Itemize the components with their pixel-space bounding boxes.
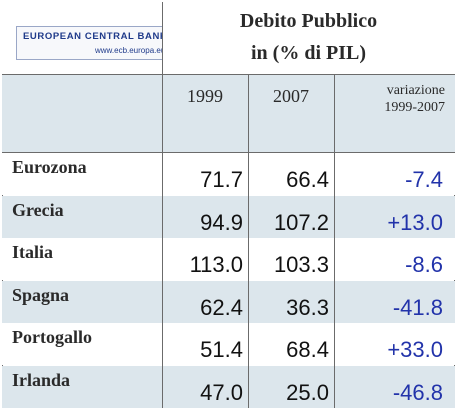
- value-2007: 103.3: [273, 252, 329, 277]
- header-divider: [2, 152, 455, 153]
- value-change: +33.0: [387, 337, 443, 362]
- ecb-logo-name: EUROPEAN CENTRAL BANK©: [23, 31, 175, 42]
- value-1999: 94.9: [200, 209, 243, 235]
- column-header-blank: [2, 74, 162, 152]
- country-name: Portogallo: [12, 327, 92, 347]
- table-row: Grecia 94.9 107.2 +13.0: [2, 195, 455, 238]
- value-2007: 107.2: [273, 209, 329, 235]
- table-row: Irlanda 47.0 25.0 -46.8: [2, 365, 455, 408]
- country-name: Eurozona: [12, 157, 87, 177]
- column-header-1999: 1999: [162, 74, 248, 152]
- column-header-2007-label: 2007: [273, 86, 309, 106]
- value-2007: 66.4: [286, 167, 329, 192]
- country-name: Irlanda: [12, 369, 71, 390]
- column-header-change: variazione 1999-2007: [334, 74, 455, 152]
- value-change: -46.8: [392, 379, 443, 405]
- value-2007: 25.0: [286, 379, 329, 405]
- value-1999: 62.4: [200, 294, 243, 320]
- value-2007: 68.4: [286, 337, 329, 362]
- column-header-change-label: variazione 1999-2007: [384, 83, 445, 115]
- value-1999: 113.0: [189, 252, 243, 277]
- country-name: Spagna: [12, 284, 70, 305]
- value-change: -41.8: [392, 294, 443, 320]
- value-1999: 71.7: [200, 167, 243, 192]
- value-1999: 51.4: [200, 337, 243, 362]
- value-change: -8.6: [405, 252, 443, 277]
- table-row: Eurozona 71.7 66.4 -7.4: [2, 153, 455, 195]
- table-row: Spagna 62.4 36.3 -41.8: [2, 280, 455, 323]
- value-change: -7.4: [405, 167, 443, 192]
- column-header-1999-label: 1999: [187, 86, 223, 106]
- table-row: Portogallo 51.4 68.4 +33.0: [2, 323, 455, 365]
- header-logo-cell: EUROPEAN CENTRAL BANK© www.ecb.europa.eu: [2, 2, 198, 74]
- column-divider: [334, 74, 335, 408]
- table-title: Debito Pubblico: [239, 10, 378, 32]
- country-name: Italia: [12, 242, 54, 262]
- value-1999: 47.0: [200, 379, 243, 405]
- table-title-cell: Debito Pubblico in (% di PIL): [162, 2, 455, 74]
- column-divider: [162, 2, 163, 408]
- table-subtitle: in (% di PIL): [250, 42, 367, 64]
- value-2007: 36.3: [286, 294, 329, 320]
- ecb-logo-url: www.ecb.europa.eu: [95, 46, 166, 55]
- column-header-2007: 2007: [248, 74, 334, 152]
- country-name: Grecia: [12, 199, 64, 220]
- column-divider: [248, 74, 249, 408]
- value-change: +13.0: [387, 209, 443, 235]
- header-divider: [2, 74, 455, 75]
- table-row: Italia 113.0 103.3 -8.6: [2, 238, 455, 280]
